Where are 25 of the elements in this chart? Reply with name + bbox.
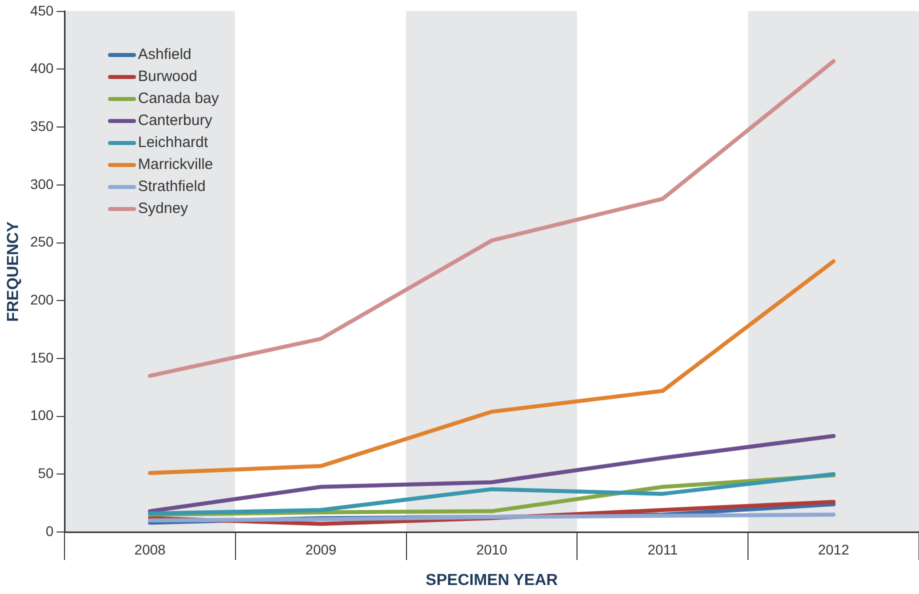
- y-tick-label: 300: [30, 176, 54, 192]
- legend-label: Strathfield: [138, 177, 206, 197]
- y-tick-label: 450: [30, 2, 54, 18]
- legend-label: Canada bay: [138, 89, 219, 109]
- y-tick-label: 150: [30, 349, 54, 366]
- y-axis-title: FREQUENCY: [5, 221, 22, 322]
- legend-label: Burwood: [138, 67, 198, 87]
- y-tick-label: 400: [30, 60, 54, 76]
- legend-label: Leichhardt: [138, 133, 208, 153]
- x-tick-label: 2010: [476, 541, 508, 558]
- legend-label: Sydney: [138, 199, 188, 219]
- x-tick-label: 2009: [305, 541, 337, 558]
- x-tick-label: 2011: [648, 541, 678, 558]
- y-tick-label: 350: [30, 118, 54, 134]
- legend-label: Marrickville: [138, 155, 213, 175]
- y-tick-label: 0: [46, 522, 54, 539]
- x-tick-label: 2012: [818, 541, 850, 558]
- y-tick-label: 100: [30, 407, 54, 424]
- legend-label: Ashfield: [138, 45, 192, 65]
- legend-label: Canterbury: [138, 111, 212, 131]
- y-tick-label: 200: [30, 291, 54, 308]
- y-tick-label: 250: [30, 234, 54, 250]
- x-axis-title: SPECIMEN YEAR: [426, 572, 558, 589]
- y-tick-label: 50: [38, 465, 54, 482]
- x-tick-label: 2008: [134, 541, 166, 558]
